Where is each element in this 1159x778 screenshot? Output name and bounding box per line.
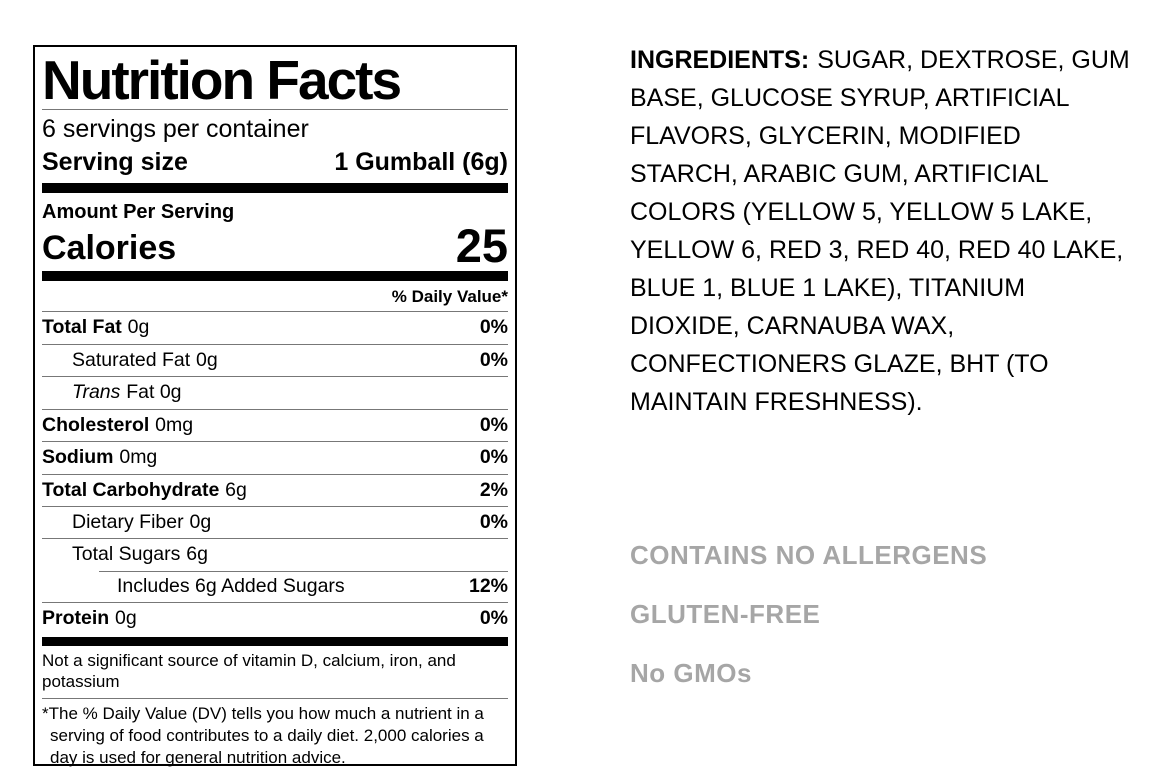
nutrient-dv: 12% — [468, 574, 508, 597]
nutrient-row-saturated-fat: Saturated Fat 0g 0% — [42, 343, 508, 376]
claim-gluten-free: GLUTEN-FREE — [630, 599, 821, 629]
daily-value-header: % Daily Value* — [391, 287, 508, 307]
nutrient-amount: Fat 0g — [126, 381, 182, 404]
nutrient-dv: 0% — [479, 510, 508, 533]
nutrient-name: Trans Fat 0g — [72, 381, 182, 404]
nutrition-facts-title: Nutrition Facts — [42, 49, 402, 111]
nutrition-facts-panel: Nutrition Facts 6 servings per container… — [33, 45, 517, 767]
nutrient-amount: 0g — [189, 510, 212, 533]
calories-label: Calories — [42, 229, 177, 268]
nutrient-amount: 0mg — [119, 446, 158, 469]
calories-row: Calories 25 — [42, 218, 508, 272]
nutrient-row-dietary-fiber: Dietary Fiber 0g 0% — [42, 505, 508, 538]
nutrient-name: Cholesterol 0mg — [42, 413, 194, 436]
thick-divider-bottom — [42, 636, 508, 646]
nutrient-amount: 0g — [127, 316, 150, 339]
nutrient-dv: 0% — [479, 607, 508, 630]
claim-no-gmos: No GMOs — [630, 658, 752, 688]
nutrient-dv: 0% — [479, 413, 508, 436]
nutrient-row-cholesterol: Cholesterol 0mg 0% — [42, 408, 508, 441]
thick-divider-calories — [42, 271, 508, 282]
nutrient-name: Total Carbohydrate 6g — [42, 478, 247, 501]
insignificant-source-note: Not a significant source of vitamin D, c… — [42, 650, 456, 692]
serving-size-label: Serving size — [42, 147, 188, 176]
nutrient-row-total-sugars: Total Sugars 6g — [42, 538, 508, 570]
nutrient-amount: 0g — [196, 348, 218, 371]
nutrient-amount: 0g — [115, 607, 137, 630]
ingredients-paragraph: INGREDIENTS: SUGAR, DEXTROSE, GUM BASE, G… — [630, 41, 1135, 421]
nutrient-row-total-carbohydrate: Total Carbohydrate 6g 2% — [42, 473, 508, 506]
nutrient-row-protein: Protein 0g 0% — [42, 602, 508, 634]
amount-per-serving-label: Amount Per Serving — [42, 200, 235, 223]
nutrient-amount: 6g — [186, 543, 208, 566]
servings-per-container: 6 servings per container — [42, 115, 309, 144]
nutrient-name: Protein 0g — [42, 607, 137, 630]
nutrient-dv: 0% — [479, 316, 508, 339]
nutrient-name: Total Fat 0g — [42, 316, 150, 339]
calories-value: 25 — [455, 218, 508, 272]
nutrient-row-total-fat: Total Fat 0g 0% — [42, 311, 508, 343]
serving-size-row: Serving size 1 Gumball (6g) — [42, 147, 508, 178]
nutrient-name: Saturated Fat 0g — [72, 348, 218, 371]
nutrient-amount: 6g — [225, 478, 247, 501]
nutrient-name: Sodium 0mg — [42, 446, 158, 469]
nutrient-name: Includes 6g Added Sugars — [117, 574, 345, 597]
footnote-divider — [42, 698, 508, 700]
nutrient-row-added-sugars: Includes 6g Added Sugars 12% — [42, 570, 508, 602]
thick-divider-top — [42, 182, 508, 193]
nutrient-dv: 2% — [479, 478, 508, 501]
nutrient-dv: 0% — [479, 446, 508, 469]
ingredients-heading: INGREDIENTS: — [630, 46, 810, 74]
daily-value-footnote: *The % Daily Value (DV) tells you how mu… — [42, 704, 484, 767]
nutrient-name: Dietary Fiber 0g — [72, 510, 212, 533]
serving-size-value: 1 Gumball (6g) — [334, 147, 508, 176]
nutrient-row-trans-fat: Trans Fat 0g — [42, 376, 508, 408]
nutrient-dv: 0% — [479, 348, 508, 371]
claim-contains-no-allergens: CONTAINS NO ALLERGENS — [630, 540, 988, 570]
product-claims: CONTAINS NO ALLERGENS GLUTEN-FREE No GMO… — [630, 542, 1135, 719]
nutrient-amount: 0mg — [155, 413, 194, 436]
title-divider — [42, 109, 508, 111]
nutrient-row-sodium: Sodium 0mg 0% — [42, 441, 508, 473]
ingredients-text: SUGAR, DEXTROSE, GUM BASE, GLUCOSE SYRUP… — [630, 46, 1130, 416]
nutrient-name: Total Sugars 6g — [72, 543, 208, 566]
